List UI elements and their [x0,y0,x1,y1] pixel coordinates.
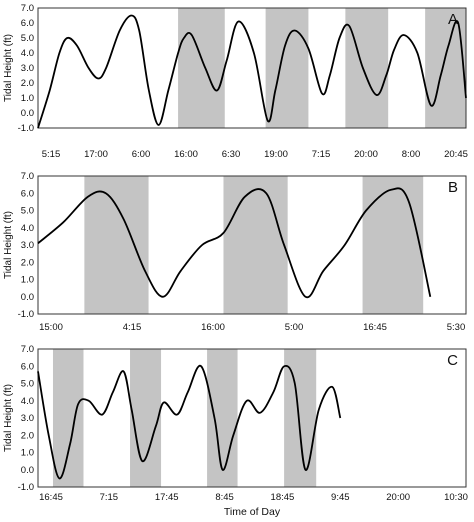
shaded-band [84,176,149,314]
y-tick-label: 3.0 [21,63,34,74]
x-tick-label: 5:30 [447,322,466,333]
x-tick-label: 9:45 [331,492,350,503]
shaded-band [362,176,424,314]
panel-label: C [447,352,458,369]
panel-b: -1.0 0.0 1.0 2.0 3.0 4.0 5.0 6.0 7.0 Tidal Height… [3,171,467,333]
y-tick-label: 7.0 [21,171,34,182]
plot-frame [37,7,467,129]
y-tick-label: 5.0 [21,206,34,217]
shaded-band [130,349,162,487]
panel-a: -1.0 0.0 1.0 2.0 3.0 4.0 5.0 6.0 7.0 Tidal Height… [3,3,468,160]
y-tick-label: -1.0 [18,482,34,493]
x-tick-label: 16:00 [201,322,225,333]
x-tick-label: 8:45 [215,492,234,503]
x-tick-label: 6:30 [222,149,241,160]
x-tick-label: 16:45 [363,322,387,333]
x-tick-label: 17:45 [155,492,179,503]
x-tick-label: 16:45 [39,492,63,503]
panel-label: B [448,179,458,196]
y-tick-label: -1.0 [18,309,34,320]
y-tick-label: 3.0 [21,240,34,251]
tide-series-line [37,187,432,299]
x-tick-label: 19:00 [264,149,288,160]
tide-series-line [37,364,342,480]
shaded-band [178,8,225,128]
y-tick-label: 6.0 [21,361,34,372]
y-tick-label: 6.0 [21,188,34,199]
x-tick-label: 7:15 [100,492,119,503]
x-axis-label: Time of Day [224,506,281,518]
shaded-band [284,349,317,487]
y-tick-label: 0.0 [21,465,34,476]
shaded-band [52,349,84,487]
x-tick-label: 5:00 [285,322,304,333]
y-tick-label: 4.0 [21,396,34,407]
y-axis-label: Tidal Height (ft) [3,34,14,102]
panel-c: -1.0 0.0 1.0 2.0 3.0 4.0 5.0 6.0 7.0 Tidal Height… [3,344,468,518]
y-tick-label: 0.0 [21,108,34,119]
y-tick-label: 5.0 [21,379,34,390]
tide-series-line [37,14,467,129]
x-tick-label: 16:00 [174,149,198,160]
panel-label: A [448,11,458,28]
y-tick-label: 0.0 [21,292,34,303]
y-tick-label: -1.0 [18,123,34,134]
y-tick-label: 3.0 [21,413,34,424]
plot-frame [37,348,467,488]
plot-frame [37,175,467,315]
x-tick-label: 15:00 [39,322,63,333]
y-tick-label: 1.0 [21,275,34,286]
y-tick-label: 7.0 [21,3,34,14]
y-tick-label: 1.0 [21,448,34,459]
y-tick-label: 4.0 [21,223,34,234]
y-tick-label: 4.0 [21,48,34,59]
x-tick-label: 20:00 [386,492,410,503]
x-tick-label: 5:15 [42,149,61,160]
shaded-band [425,8,466,128]
y-tick-label: 2.0 [21,257,34,268]
x-tick-label: 6:00 [132,149,151,160]
shaded-band [345,8,389,128]
x-tick-label: 10:30 [444,492,468,503]
shaded-band [207,349,238,487]
y-tick-label: 7.0 [21,344,34,355]
y-tick-label: 6.0 [21,18,34,29]
x-tick-label: 18:45 [271,492,295,503]
y-axis-label: Tidal Height (ft) [3,211,14,279]
y-tick-label: 2.0 [21,430,34,441]
y-tick-label: 2.0 [21,78,34,89]
x-tick-label: 20:45 [444,149,468,160]
x-tick-label: 17:00 [84,149,108,160]
x-tick-label: 20:00 [354,149,378,160]
y-tick-label: 5.0 [21,33,34,44]
y-tick-label: 1.0 [21,93,34,104]
shaded-band [223,176,288,314]
x-tick-label: 7:15 [312,149,331,160]
x-tick-label: 8:00 [402,149,421,160]
x-tick-label: 4:15 [123,322,142,333]
y-axis-label: Tidal Height (ft) [3,384,14,452]
